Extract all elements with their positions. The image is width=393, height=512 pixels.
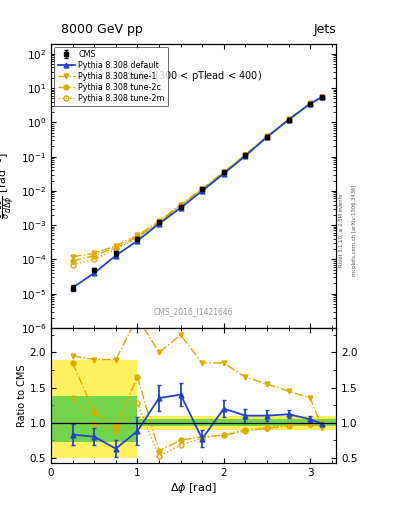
- Pythia 8.308 tune-2m: [114, 246, 118, 252]
- Pythia 8.308 tune-2m: [178, 203, 183, 209]
- Pythia 8.308 default: [178, 205, 183, 211]
- Pythia 8.308 tune-1: [92, 250, 97, 257]
- Pythia 8.308 tune-1: [200, 186, 204, 192]
- Text: $\Delta\phi$(jj) (300 < pTlead < 400): $\Delta\phi$(jj) (300 < pTlead < 400): [125, 69, 262, 83]
- Pythia 8.308 tune-2m: [320, 94, 325, 100]
- Pythia 8.308 tune-1: [264, 133, 269, 139]
- Pythia 8.308 tune-1: [157, 218, 162, 224]
- Pythia 8.308 tune-1: [70, 253, 75, 260]
- Pythia 8.308 default: [308, 101, 312, 107]
- Pythia 8.308 tune-1: [320, 94, 325, 100]
- Pythia 8.308 tune-1: [308, 100, 312, 106]
- Text: Rivet 3.1.10, ≥ 2.5M events: Rivet 3.1.10, ≥ 2.5M events: [339, 194, 344, 267]
- Pythia 8.308 default: [243, 153, 248, 159]
- Text: Jets: Jets: [313, 23, 336, 36]
- Pythia 8.308 tune-2m: [200, 187, 204, 193]
- Pythia 8.308 tune-2c: [70, 258, 75, 264]
- Pythia 8.308 tune-2m: [135, 235, 140, 241]
- Pythia 8.308 tune-2c: [286, 116, 291, 122]
- Pythia 8.308 tune-2c: [308, 100, 312, 106]
- Pythia 8.308 tune-1: [135, 232, 140, 239]
- Pythia 8.308 default: [264, 134, 269, 140]
- Pythia 8.308 tune-2c: [92, 252, 97, 259]
- Pythia 8.308 tune-2m: [243, 152, 248, 158]
- Line: Pythia 8.308 tune-2c: Pythia 8.308 tune-2c: [70, 95, 325, 263]
- Pythia 8.308 default: [70, 285, 75, 291]
- Pythia 8.308 tune-2m: [157, 220, 162, 226]
- Pythia 8.308 tune-2m: [221, 169, 226, 176]
- Pythia 8.308 tune-2m: [92, 257, 97, 263]
- Text: CMS_2016_I1421646: CMS_2016_I1421646: [154, 308, 233, 316]
- Pythia 8.308 tune-2c: [135, 234, 140, 240]
- Pythia 8.308 tune-2m: [70, 262, 75, 268]
- Line: Pythia 8.308 default: Pythia 8.308 default: [70, 95, 325, 290]
- Pythia 8.308 tune-2c: [320, 94, 325, 100]
- Pythia 8.308 tune-1: [286, 116, 291, 122]
- Pythia 8.308 default: [114, 252, 118, 259]
- Line: Pythia 8.308 tune-1: Pythia 8.308 tune-1: [70, 95, 325, 259]
- Line: Pythia 8.308 tune-2m: Pythia 8.308 tune-2m: [70, 95, 325, 267]
- Pythia 8.308 tune-2m: [286, 117, 291, 123]
- Pythia 8.308 default: [157, 221, 162, 227]
- Pythia 8.308 default: [320, 94, 325, 100]
- Pythia 8.308 tune-2m: [308, 100, 312, 106]
- Pythia 8.308 default: [92, 270, 97, 276]
- Pythia 8.308 tune-2c: [243, 152, 248, 158]
- Pythia 8.308 tune-2m: [264, 134, 269, 140]
- Pythia 8.308 tune-2c: [200, 186, 204, 193]
- Pythia 8.308 tune-2c: [178, 202, 183, 208]
- Pythia 8.308 default: [135, 238, 140, 244]
- Pythia 8.308 tune-1: [114, 243, 118, 249]
- Pythia 8.308 tune-2c: [264, 134, 269, 140]
- Y-axis label: $\frac{1}{\sigma}\frac{d\sigma}{d\Delta\phi}$ [rad$^{-1}$]: $\frac{1}{\sigma}\frac{d\sigma}{d\Delta\…: [0, 153, 18, 219]
- X-axis label: $\Delta\phi$ [rad]: $\Delta\phi$ [rad]: [170, 481, 217, 495]
- Pythia 8.308 default: [286, 117, 291, 123]
- Pythia 8.308 tune-2c: [221, 169, 226, 175]
- Pythia 8.308 default: [200, 188, 204, 194]
- Legend: CMS, Pythia 8.308 default, Pythia 8.308 tune-1, Pythia 8.308 tune-2c, Pythia 8.3: CMS, Pythia 8.308 default, Pythia 8.308 …: [54, 47, 168, 106]
- Y-axis label: Ratio to CMS: Ratio to CMS: [17, 365, 27, 427]
- Text: mcplots.cern.ch [arXiv:1306.3436]: mcplots.cern.ch [arXiv:1306.3436]: [352, 185, 357, 276]
- Text: 8000 GeV pp: 8000 GeV pp: [61, 23, 143, 36]
- Pythia 8.308 tune-1: [178, 201, 183, 207]
- Pythia 8.308 tune-1: [243, 152, 248, 158]
- Pythia 8.308 tune-1: [221, 169, 226, 175]
- Pythia 8.308 tune-2c: [114, 245, 118, 251]
- Pythia 8.308 default: [221, 170, 226, 177]
- Pythia 8.308 tune-2c: [157, 219, 162, 225]
